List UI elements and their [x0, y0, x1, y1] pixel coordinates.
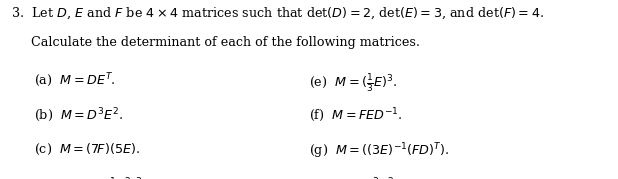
Text: Calculate the determinant of each of the following matrices.: Calculate the determinant of each of the… — [11, 36, 420, 49]
Text: (e)  $M = (\frac{1}{3}E)^3$.: (e) $M = (\frac{1}{3}E)^3$. — [309, 72, 397, 94]
Text: (b)  $M = D^3E^2$.: (b) $M = D^3E^2$. — [34, 107, 124, 124]
Text: (g)  $M = ((3E)^{-1}(FD)^T)$.: (g) $M = ((3E)^{-1}(FD)^T)$. — [309, 141, 449, 161]
Text: (d)  $M = (D^{-1}F^2)^3$.: (d) $M = (D^{-1}F^2)^3$. — [34, 176, 146, 179]
Text: (a)  $M = DE^T$.: (a) $M = DE^T$. — [34, 72, 116, 89]
Text: (f)  $M = FED^{-1}$.: (f) $M = FED^{-1}$. — [309, 107, 403, 124]
Text: (h)  $M = D^3E^2F$.: (h) $M = D^3E^2F$. — [309, 176, 406, 179]
Text: (c)  $M = (7F)(5E)$.: (c) $M = (7F)(5E)$. — [34, 141, 140, 156]
Text: 3.  Let $D$, $E$ and $F$ be $4\times4$ matrices such that det$(D) = 2$, det$(E) : 3. Let $D$, $E$ and $F$ be $4\times4$ ma… — [11, 5, 544, 21]
